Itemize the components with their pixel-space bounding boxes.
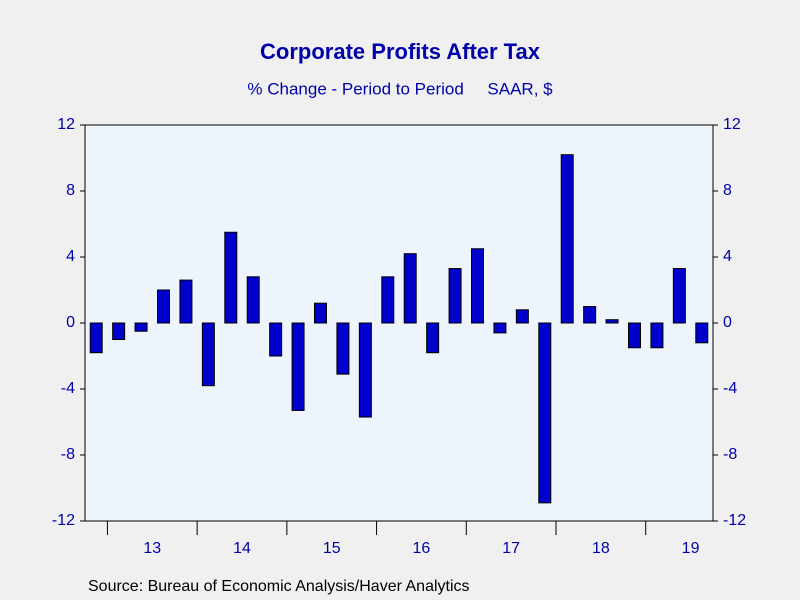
bar: [426, 322, 440, 354]
bar: [179, 279, 193, 324]
bar: [89, 322, 103, 354]
bar: [314, 302, 327, 324]
y-tick-label: 0: [66, 314, 75, 331]
source-note: Source: Bureau of Economic Analysis/Have…: [88, 578, 470, 595]
bar: [381, 276, 395, 324]
bar: [672, 268, 686, 324]
bar: [336, 322, 350, 375]
x-tick-label: 17: [502, 540, 520, 557]
y-tick-label: 4: [66, 248, 75, 265]
bar: [269, 322, 283, 357]
x-tick-label: 15: [323, 540, 341, 557]
y-tick-label: 12: [57, 116, 75, 133]
y2-tick-label: 8: [723, 182, 732, 199]
bar: [291, 322, 305, 411]
plot-area: [84, 124, 714, 522]
bar: [112, 322, 126, 340]
y-tick-label: -12: [52, 512, 75, 529]
y2-tick-label: 0: [723, 314, 732, 331]
chart-title: Corporate Profits After Tax: [260, 39, 541, 64]
x-tick-label: 14: [233, 540, 251, 557]
bar: [471, 248, 484, 324]
y2-tick-label: 12: [723, 116, 741, 133]
bar: [538, 322, 552, 504]
bar: [201, 322, 215, 387]
bar: [493, 322, 507, 334]
bar: [134, 322, 148, 332]
bar: [628, 322, 641, 349]
bar: [515, 309, 529, 324]
y2-tick-label: -8: [723, 446, 737, 463]
bar: [650, 322, 664, 349]
bar: [403, 253, 417, 324]
bar: [157, 289, 170, 324]
x-tick-label: 18: [592, 540, 610, 557]
bar: [224, 231, 238, 324]
y2-tick-label: -4: [723, 380, 737, 397]
y2-tick-label: -12: [723, 512, 746, 529]
y-tick-label: -4: [61, 380, 75, 397]
bar: [605, 319, 619, 324]
y2-tick-label: 4: [723, 248, 732, 265]
bar: [448, 268, 462, 324]
bar: [358, 322, 372, 418]
y-tick-label: 8: [66, 182, 75, 199]
bar: [583, 306, 597, 324]
bar: [560, 154, 574, 324]
x-tick-label: 13: [143, 540, 161, 557]
bar: [246, 276, 260, 324]
x-tick-label: 16: [413, 540, 431, 557]
x-tick-label: 19: [682, 540, 700, 557]
bar: [695, 322, 709, 344]
chart-subtitle: % Change - Period to Period SAAR, $: [247, 79, 553, 98]
y-tick-label: -8: [61, 446, 75, 463]
